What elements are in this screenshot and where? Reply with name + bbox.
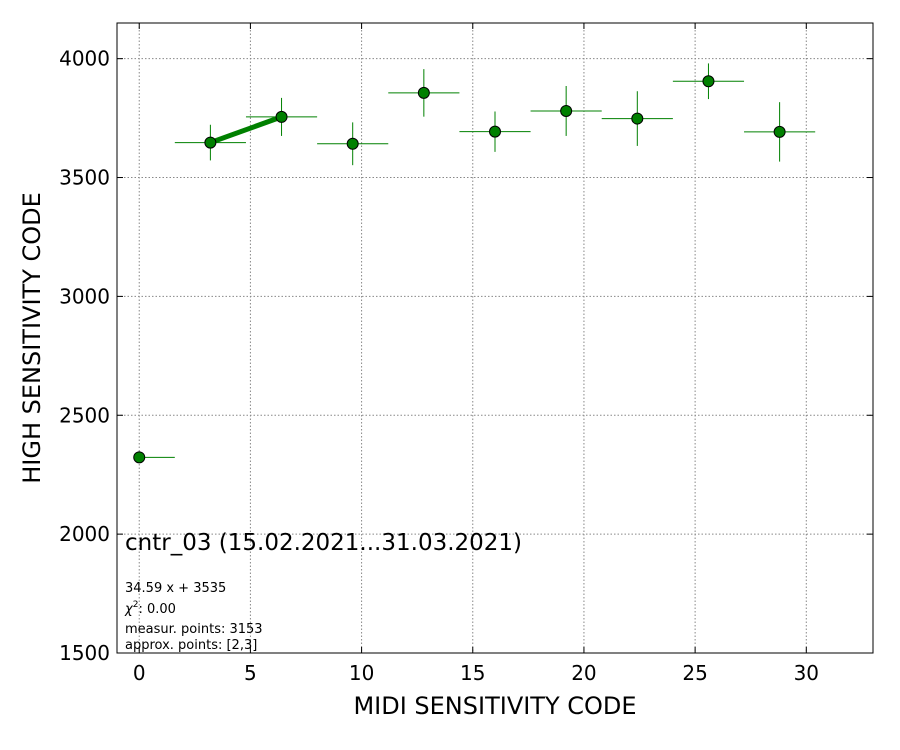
fit-line-layer xyxy=(209,114,283,145)
y-tick-label: 2000 xyxy=(59,522,110,546)
error-bars xyxy=(139,63,816,458)
data-point-marker xyxy=(417,86,430,99)
annotation-approximation-points: approx. points: [2,3] xyxy=(125,638,257,653)
x-tick-label: 5 xyxy=(244,661,257,685)
y-tick-label: 2500 xyxy=(59,403,110,427)
y-axis-label: HIGH SENSITIVITY CODE xyxy=(18,192,46,484)
annotation-measurement-points: measur. points: 3153 xyxy=(125,622,263,637)
annotation-equation: 34.59 x + 3535 xyxy=(125,581,226,596)
data-point-marker xyxy=(346,137,359,150)
x-tick-label: 0 xyxy=(133,661,146,685)
x-axis-label: MIDI SENSITIVITY CODE xyxy=(353,692,636,720)
plot-frame xyxy=(116,22,874,654)
axis-ticks: 0 5 10 15 20 25 30 1500 2000 2500 3000 3500 4000 xyxy=(59,23,873,685)
data-point-marker xyxy=(702,75,715,88)
x-tick-label: 20 xyxy=(571,661,596,685)
y-tick-label: 1500 xyxy=(59,641,110,665)
chi-exponent: 2 xyxy=(133,600,139,610)
data-point-marker xyxy=(204,136,217,149)
data-point-marker xyxy=(560,104,573,117)
chi-value: : 0.00 xyxy=(138,602,175,617)
x-tick-label: 10 xyxy=(349,661,374,685)
annotation-title: cntr_03 (15.02.2021...31.03.2021) xyxy=(125,530,522,556)
x-tick-label: 25 xyxy=(682,661,707,685)
data-point-marker xyxy=(489,125,501,138)
data-point-marker xyxy=(631,112,644,125)
fit-line xyxy=(209,114,283,145)
data-point-marker xyxy=(275,110,288,123)
x-tick-label: 30 xyxy=(794,661,819,685)
data-point-marker xyxy=(133,451,146,464)
y-tick-label: 3000 xyxy=(59,284,110,308)
x-tick-label: 15 xyxy=(460,661,485,685)
chi-symbol: χ xyxy=(124,602,134,617)
grid-lines xyxy=(117,23,873,654)
data-markers xyxy=(133,75,786,464)
annotation-chi-square: χ2: 0.00 xyxy=(124,600,176,617)
data-point-marker xyxy=(773,125,786,138)
y-tick-label: 4000 xyxy=(59,47,110,71)
y-tick-label: 3500 xyxy=(59,166,110,190)
